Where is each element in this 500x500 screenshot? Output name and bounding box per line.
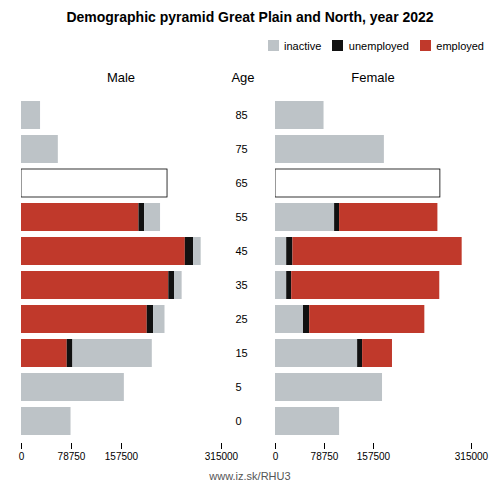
html-text:employed: employed <box>436 39 484 52</box>
svg-text:78750: 78750 <box>311 450 339 461</box>
html-text:Demographic pyramid Great Plai: Demographic pyramid Great Plain and Nort… <box>66 9 434 25</box>
html-text:www.iz.sk/RHU3: www.iz.sk/RHU3 <box>209 469 291 482</box>
svg-text:25: 25 <box>236 313 248 325</box>
svg-text:75: 75 <box>236 143 248 155</box>
svg-text:78750: 78750 <box>58 450 86 461</box>
svg-text:85: 85 <box>236 109 248 121</box>
svg-text:0: 0 <box>19 450 25 461</box>
svg-text:315000: 315000 <box>205 450 239 461</box>
svg-text:315000: 315000 <box>455 450 489 461</box>
svg-text:157500: 157500 <box>105 450 139 461</box>
svg-text:0: 0 <box>273 450 279 461</box>
svg-text:45: 45 <box>236 245 248 257</box>
svg-text:5: 5 <box>236 381 242 393</box>
html-text:Male: Male <box>106 69 136 85</box>
svg-text:65: 65 <box>236 177 248 189</box>
svg-text:15: 15 <box>236 347 248 359</box>
html-text:inactive: inactive <box>284 39 322 52</box>
svg-text:157500: 157500 <box>357 450 391 461</box>
svg-text:55: 55 <box>236 211 248 223</box>
html-text:Female: Female <box>351 69 395 85</box>
svg-text:35: 35 <box>236 279 248 291</box>
svg-text:0: 0 <box>236 415 242 427</box>
html-text:unemployed: unemployed <box>348 39 409 52</box>
html-text:Age: Age <box>231 69 255 85</box>
